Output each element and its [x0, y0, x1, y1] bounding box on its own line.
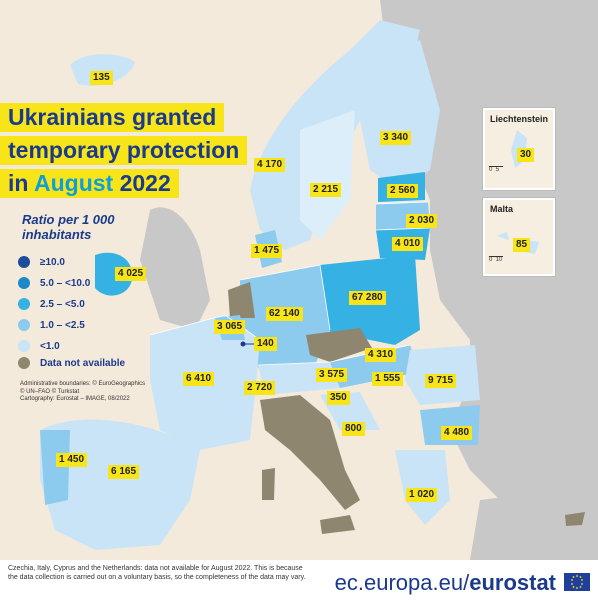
footnote: Czechia, Italy, Cyprus and the Netherlan…: [8, 565, 306, 581]
legend-label: ≥10.0: [40, 256, 65, 268]
eurostat-brand: ec.europa.eu/eurostat: [334, 570, 556, 595]
legend-item: 5.0 – <10.0: [18, 276, 90, 290]
legend-item: Data not available: [18, 356, 125, 370]
value-label-estonia: 2 560: [387, 184, 419, 198]
value-label-portugal: 1 450: [56, 453, 88, 467]
map-title-line-2: temporary protection: [0, 136, 248, 165]
value-label-norway: 4 170: [254, 158, 286, 172]
map-title-line-3: in August 2022: [0, 169, 179, 198]
portugal-shape: [40, 430, 70, 505]
iceland-shape: [70, 54, 135, 86]
inset-value-malta: 85: [513, 238, 531, 252]
value-label-belgium: 3 065: [214, 320, 246, 334]
value-label-ireland: 4 025: [115, 267, 147, 281]
inset-title-malta: Malta: [490, 204, 514, 214]
legend-swatch: [18, 340, 30, 352]
inset-malta: Malta 85 0 10: [483, 198, 555, 276]
legend-label: 5.0 – <10.0: [40, 277, 91, 289]
legend-swatch: [18, 357, 30, 369]
value-label-hungary: 1 555: [372, 372, 404, 386]
legend-item: <1.0: [18, 339, 60, 353]
value-label-austria: 3 575: [316, 368, 348, 382]
eu-flag-icon: [564, 573, 590, 591]
value-label-germany: 62 140: [266, 307, 303, 321]
legend-label: <1.0: [40, 340, 60, 352]
value-label-lithuania: 4 010: [392, 237, 424, 251]
title-year: 2022: [113, 170, 171, 196]
value-label-poland: 67 280: [349, 291, 386, 305]
legend-item: ≥10.0: [18, 255, 65, 269]
credits-line-2: © UN–FAO © Turkstat: [20, 388, 80, 395]
value-label-iceland: 135: [90, 71, 113, 85]
legend-label: Data not available: [40, 357, 126, 369]
value-label-greece: 1 020: [406, 488, 438, 502]
value-label-croatia: 800: [342, 422, 365, 436]
europe-map: [40, 0, 598, 560]
map-title-line-1: Ukrainians granted: [0, 103, 225, 132]
value-label-denmark: 1 475: [251, 244, 283, 258]
legend-swatch: [18, 277, 30, 289]
value-label-luxembourg: 140: [254, 337, 277, 351]
inset-title-liechtenstein: Liechtenstein: [490, 114, 549, 124]
legend-swatch: [18, 256, 30, 268]
finland-shape: [360, 40, 440, 190]
inset-liechtenstein: Liechtenstein 30 0 5: [483, 108, 555, 190]
value-label-switzerland: 2 720: [244, 381, 276, 395]
italy-shape: [260, 395, 360, 510]
value-label-finland: 3 340: [380, 131, 412, 145]
legend-label: 1.0 – <2.5: [40, 319, 85, 331]
scale-bar: 0 5: [489, 166, 503, 173]
footer: Czechia, Italy, Cyprus and the Netherlan…: [0, 560, 598, 600]
czechia-shape: [306, 328, 372, 362]
legend-item: 1.0 – <2.5: [18, 318, 85, 332]
iberia-shape: [40, 419, 200, 550]
ireland-shape: [95, 252, 133, 296]
title-prefix: in: [8, 170, 34, 196]
value-label-spain: 6 165: [108, 465, 140, 479]
value-label-bulgaria: 4 480: [441, 426, 473, 440]
title-month: August: [33, 170, 114, 196]
value-label-romania: 9 715: [425, 374, 457, 388]
legend-swatch: [18, 298, 30, 310]
value-label-slovenia: 350: [327, 391, 350, 405]
scale-bar: 0 10: [489, 256, 503, 263]
value-label-france: 6 410: [183, 372, 215, 386]
credits-line-1: Administrative boundaries: © EuroGeograp…: [20, 381, 146, 387]
inset-value-liechtenstein: 30: [517, 148, 535, 162]
map-credits: Administrative boundaries: © EuroGeograp…: [20, 381, 145, 404]
greece-shape: [395, 450, 450, 525]
value-label-sweden: 2 215: [310, 183, 342, 197]
credits-line-3: Cartography: Eurostat – IMAGE, 08/2022: [20, 396, 130, 402]
legend-item: 2.5 – <5.0: [18, 297, 85, 311]
legend-title: Ratio per 1 000 inhabitants: [22, 212, 115, 242]
value-label-slovakia: 4 310: [365, 348, 397, 362]
netherlands-shape: [228, 282, 255, 318]
legend-swatch: [18, 319, 30, 331]
value-label-latvia: 2 030: [406, 214, 438, 228]
united-kingdom-shape: [140, 207, 210, 330]
legend-label: 2.5 – <5.0: [40, 298, 85, 310]
